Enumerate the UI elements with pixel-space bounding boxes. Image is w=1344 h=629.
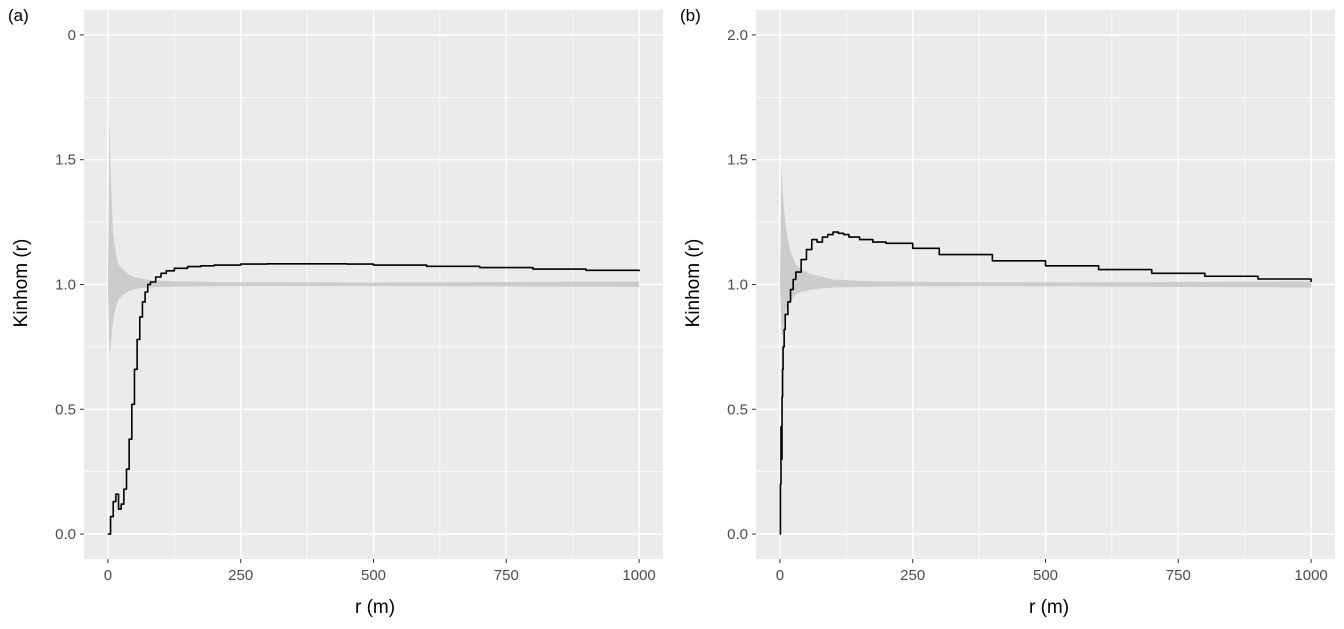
chart-b-x-tick-label: 1000 [1294, 567, 1327, 584]
chart-a-y-tick-label: 0.5 [55, 401, 76, 418]
chart-a-x-tick-label: 750 [494, 567, 519, 584]
chart-b-x-tick-label: 500 [1033, 567, 1058, 584]
chart-a-y-tick-label: 0 [68, 27, 76, 44]
chart-b-plot: 0 250 500 750 1000 0.0 0.5 1.0 1.5 2.0 [727, 10, 1335, 584]
chart-a-plot: 0 250 500 750 1000 0.0 0.5 1.0 1.5 0 [55, 10, 663, 584]
panel-a-label: (a) [8, 6, 29, 25]
chart-b-y-axis-label: Kinhom (r) [683, 238, 704, 328]
chart-a-x-tick-label: 0 [104, 567, 112, 584]
chart-a-x-tick-label: 500 [361, 567, 386, 584]
chart-b-x-tick-label: 750 [1166, 567, 1191, 584]
chart-a-x-tick-label: 250 [228, 567, 253, 584]
chart-b-x-axis-label: r (m) [1029, 597, 1070, 618]
chart-b-axes: 0 250 500 750 1000 0.0 0.5 1.0 1.5 2.0 [727, 27, 1328, 584]
panel-a: 0 250 500 750 1000 0.0 0.5 1.0 1.5 0 (a) Kinhom (… [8, 6, 663, 618]
chart-a-observed-line [107, 262, 640, 535]
chart-b-x-tick-label: 0 [776, 567, 784, 584]
chart-b-y-tick-label: 0.0 [727, 526, 748, 543]
chart-a-y-axis-label: Kinhom (r) [11, 238, 32, 328]
chart-b-observed-line [779, 231, 1312, 535]
chart-a-y-tick-label: 1.0 [55, 277, 76, 294]
chart-b-x-tick-label: 250 [900, 567, 925, 584]
chart-b-y-tick-label: 1.5 [727, 152, 748, 169]
chart-a-axes: 0 250 500 750 1000 0.0 0.5 1.0 1.5 0 [55, 27, 656, 584]
chart-b-y-tick-label: 1.0 [727, 277, 748, 294]
panel-b: 0 250 500 750 1000 0.0 0.5 1.0 1.5 2.0 (b) Kinhom… [672, 0, 1344, 629]
chart-b-y-tick-label: 0.5 [727, 401, 748, 418]
chart-b-y-tick-label: 2.0 [727, 27, 748, 44]
chart-a-y-tick-label: 1.5 [55, 152, 76, 169]
panel-b-label: (b) [680, 6, 701, 25]
chart-a-y-tick-label: 0.0 [55, 526, 76, 543]
chart-a-x-axis-label: r (m) [355, 597, 396, 618]
chart-a-x-tick-label: 1000 [622, 567, 655, 584]
